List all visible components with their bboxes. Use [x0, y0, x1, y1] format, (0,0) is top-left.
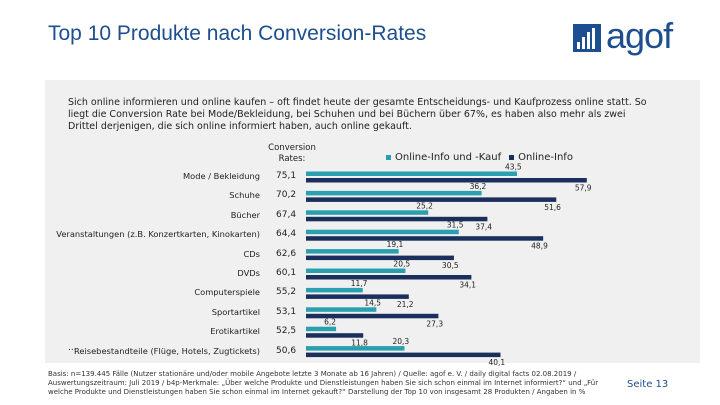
bar-online-info-kauf	[306, 190, 482, 196]
bar-online-info-kauf	[306, 171, 517, 176]
logo-bars-icon	[573, 24, 601, 52]
data-label: 11,7	[351, 279, 368, 288]
agof-logo: agof	[573, 15, 683, 62]
data-label: 40,1	[488, 358, 505, 367]
bar-online-info	[306, 255, 454, 261]
legend-label-online-info-kauf: Online-Info und -Kauf	[395, 152, 502, 163]
chart-legend: Online-Info und -Kauf Online-Info	[386, 152, 573, 163]
category-label: Erotikartikel	[210, 326, 260, 337]
data-label: 14,5	[364, 298, 381, 307]
data-label: 37,4	[475, 222, 492, 231]
category-label: Computerspiele	[194, 287, 260, 298]
bar-online-info-kauf	[306, 229, 459, 235]
conversion-rate-value: 75,1	[276, 171, 297, 181]
conversion-rate-value: 53,1	[276, 306, 297, 317]
conversion-rate-value: 55,2	[276, 287, 297, 298]
legend-label-online-info: Online-Info	[518, 152, 573, 163]
page-title: Top 10 Produkte nach Conversion-Rates	[48, 22, 427, 45]
intro-text: Sich online informieren und online kaufe…	[68, 97, 647, 132]
category-label: CDs	[243, 248, 260, 259]
bar-online-info-kauf	[306, 346, 405, 351]
bar-online-info	[306, 236, 544, 241]
data-label: 30,5	[442, 261, 459, 270]
conversion-rate-value: 64,4	[276, 229, 297, 240]
legend-swatch-online-info-kauf	[386, 155, 391, 160]
bar-online-info	[306, 294, 409, 299]
page-number: Seite 13	[627, 379, 669, 390]
bar-online-info	[306, 313, 439, 319]
data-label: 31,5	[447, 221, 464, 230]
data-label: 57,9	[575, 184, 592, 193]
category-label: Sportartikel	[211, 306, 260, 317]
bar-online-info	[306, 333, 364, 338]
logo-text: agof	[606, 15, 673, 56]
bar-online-info-kauf	[306, 307, 377, 312]
data-label: 11,8	[351, 339, 368, 348]
data-label: 25,2	[416, 201, 433, 210]
category-label: Bücher	[230, 209, 260, 220]
conversion-rate-value: 52,5	[276, 326, 297, 337]
bar-online-info	[306, 216, 488, 222]
data-label: 6,2	[324, 318, 336, 327]
bar-online-info-kauf	[306, 210, 429, 215]
conversion-rate-value: 60,1	[276, 268, 297, 278]
data-label: 20,5	[393, 260, 410, 269]
ellipsis-text: ...	[68, 343, 77, 353]
conversion-rate-value: 50,6	[276, 345, 297, 356]
data-label: 34,1	[459, 281, 476, 290]
data-label: 51,6	[544, 203, 561, 212]
bar-online-info-kauf	[306, 268, 406, 273]
data-label: 36,2	[470, 182, 487, 191]
data-label: 20,3	[392, 337, 409, 346]
category-label: Schuhe	[229, 190, 260, 201]
category-label: DVDs	[237, 268, 260, 278]
conversion-rates-header: Conversion Rates:	[268, 143, 316, 164]
category-label: Mode / Bekleidung	[182, 171, 260, 181]
bar-online-info	[306, 178, 587, 183]
bar-online-info	[306, 352, 501, 358]
bar-online-info-kauf	[306, 249, 399, 254]
data-label: 19,1	[387, 240, 404, 249]
legend-item-online-info: Online-Info	[509, 152, 573, 163]
conversion-rate-value: 62,6	[276, 248, 297, 259]
data-label: 48,9	[531, 242, 548, 251]
bar-online-info	[306, 275, 472, 280]
footnote: Basis: n=139.445 Fälle (Nutzer stationär…	[48, 370, 599, 396]
legend-swatch-online-info	[509, 155, 515, 160]
data-label: 27,3	[426, 319, 443, 328]
category-label: Reisebestandteile (Flüge, Hotels, Zugtic…	[73, 345, 260, 356]
data-label: 21,2	[397, 300, 414, 309]
bar-online-info-kauf	[306, 326, 337, 332]
bar-online-info	[306, 197, 557, 202]
bar-online-info-kauf	[306, 287, 363, 293]
data-label: 43,5	[505, 163, 522, 172]
category-label: Veranstaltungen (z.B. Konzertkarten, Kin…	[56, 229, 260, 240]
conversion-rate-value: 70,2	[276, 190, 297, 201]
conversion-rate-value: 67,4	[276, 209, 297, 220]
legend-item-online-info-kauf: Online-Info und -Kauf	[386, 152, 501, 163]
